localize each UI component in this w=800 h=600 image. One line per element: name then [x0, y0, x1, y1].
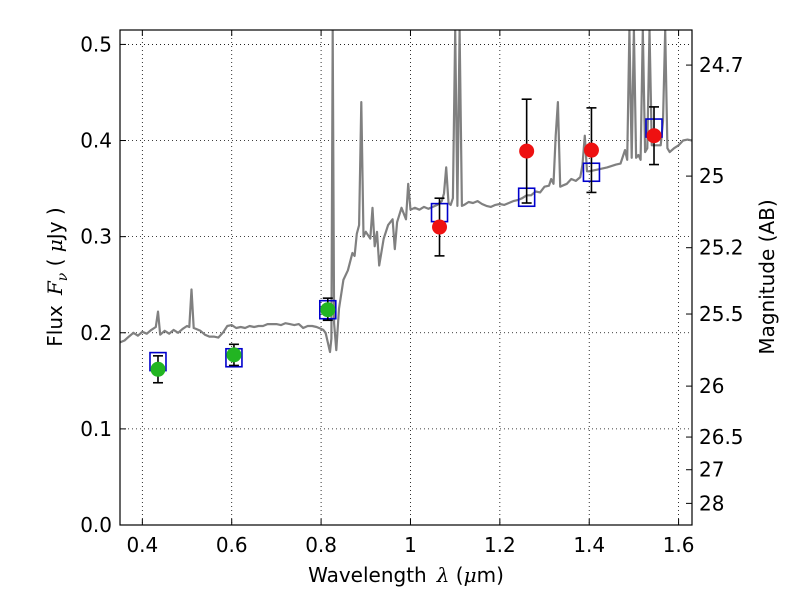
y2-tick-label: 25 [699, 164, 724, 188]
ticks-layer: 0.4 0.6 0.8 1 1.2 1.4 1.6 0.0 0.1 0.2 0.3 0.4 0.5 24.… [80, 30, 744, 557]
y-tick-label: 0.1 [80, 417, 112, 441]
spectrum-layer [120, 30, 692, 354]
plot-frame [119, 29, 693, 526]
x-axis-label-text: Wavelength [308, 563, 427, 587]
red-data-point [432, 219, 448, 235]
y-tick-label: 0.5 [80, 32, 112, 56]
x-tick-label: 1.6 [663, 533, 695, 557]
red-data-point [646, 128, 662, 144]
green-data-point [320, 302, 336, 318]
observed-points-layer [150, 128, 662, 377]
x-tick-label: 1.4 [573, 533, 605, 557]
x-axis-symbol: λ [436, 563, 450, 587]
green-data-point [226, 347, 242, 363]
x-tick-label: 1 [404, 533, 417, 557]
y2-tick-label: 25.2 [699, 236, 744, 260]
green-data-point [150, 361, 166, 377]
y2-tick-label: 24.7 [699, 53, 744, 77]
x-tick-label: 0.6 [216, 533, 248, 557]
y-tick-label: 0.2 [80, 321, 112, 345]
y-axis-unit-close: Jy ) [43, 207, 67, 241]
y2-tick-label: 26 [699, 374, 724, 398]
red-data-point [519, 143, 535, 159]
x-tick-label: 0.4 [126, 533, 158, 557]
y2-tick-label: 26.5 [699, 425, 744, 449]
plot-background [120, 30, 692, 525]
y-axis-unit-mu: μ [43, 239, 67, 252]
y-axis-symbol: F [43, 280, 67, 296]
y-tick-label: 0.4 [80, 129, 112, 153]
x-tick-label: 0.8 [305, 533, 337, 557]
x-tick-label: 1.2 [484, 533, 516, 557]
y-axis-label-text: Flux [43, 305, 67, 347]
x-axis-unit-open: ( [449, 563, 463, 587]
y2-tick-label: 28 [699, 491, 724, 515]
x-axis-unit-close: m) [477, 563, 504, 587]
y-axis-label: Flux Fν ( μJy ) [43, 207, 71, 346]
y-axis-unit-open: ( [43, 252, 67, 273]
red-data-point [583, 142, 599, 158]
y2-tick-label: 27 [699, 458, 724, 482]
x-axis-unit-mu: μ [464, 563, 477, 587]
spectrum-line [120, 30, 692, 354]
y-tick-label: 0.3 [80, 225, 112, 249]
y2-tick-label: 25.5 [699, 302, 744, 326]
x-axis-label: Wavelength λ (μm) [308, 563, 504, 587]
y2-axis-label: Magnitude (AB) [755, 199, 779, 354]
y-axis-symbol-sub: ν [55, 272, 71, 281]
y-tick-label: 0.0 [80, 513, 112, 537]
